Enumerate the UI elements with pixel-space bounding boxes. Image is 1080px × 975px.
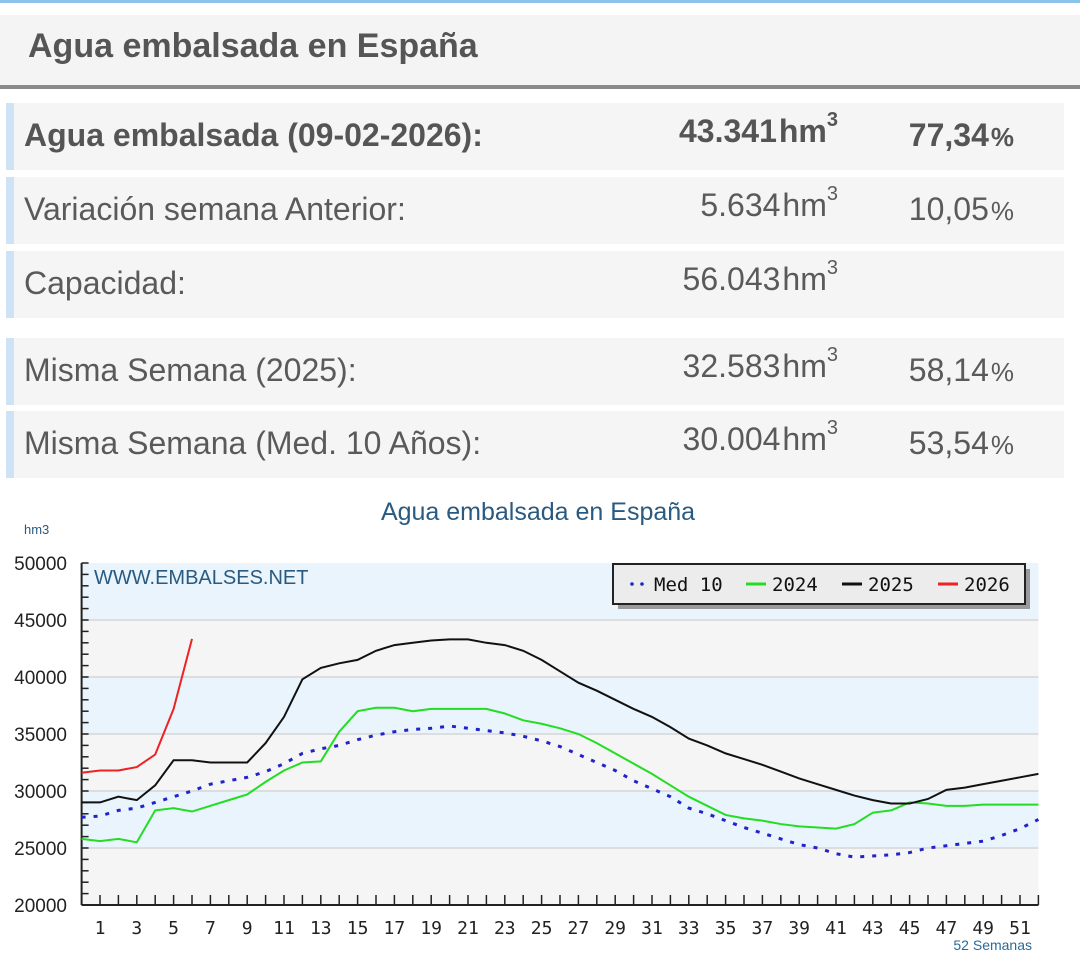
- x-tick-label: 33: [678, 918, 700, 939]
- y-axis-label: hm3: [24, 522, 49, 537]
- y-tick-label: 50000: [14, 554, 67, 575]
- x-tick-label: 17: [384, 918, 406, 939]
- x-tick-label: 23: [494, 918, 516, 939]
- x-tick-label: 43: [862, 918, 884, 939]
- x-tick-label: 49: [972, 918, 994, 939]
- row-label: Misma Semana (2025):: [24, 352, 357, 388]
- y-tick-label: 40000: [14, 668, 67, 689]
- y-tick-label: 35000: [14, 725, 67, 746]
- value-unit: hm: [782, 348, 827, 384]
- value-number: 56.043: [682, 261, 781, 297]
- summary-row: Misma Semana (2025): 32.583hm3 58,14%: [6, 338, 1064, 405]
- row-value: 5.634hm3: [700, 183, 838, 224]
- x-tick-label: 3: [131, 918, 142, 939]
- x-tick-label: 9: [242, 918, 253, 939]
- x-tick-label: 5: [168, 918, 179, 939]
- x-tick-label: 35: [715, 918, 737, 939]
- value-unit-exponent: 3: [826, 109, 838, 132]
- row-percent: 77,34%: [909, 117, 1014, 154]
- value-unit-exponent: 3: [826, 257, 838, 280]
- series-line-med-10: [81, 724, 1040, 859]
- x-tick-label: 45: [899, 918, 921, 939]
- value-unit-exponent: 3: [826, 344, 838, 367]
- summary-row: Capacidad: 56.043hm3: [6, 251, 1064, 318]
- x-tick-label: 21: [457, 918, 479, 939]
- x-tick-label: 25: [531, 918, 553, 939]
- row-percent: [1012, 265, 1014, 302]
- legend-label: Med 10: [654, 574, 723, 596]
- row-percent: 58,14%: [909, 352, 1014, 389]
- value-unit: hm: [782, 187, 827, 223]
- row-percent: 10,05%: [909, 191, 1014, 228]
- x-tick-label: 7: [205, 918, 216, 939]
- x-tick-label: 13: [310, 918, 332, 939]
- legend-swatch: [640, 582, 644, 586]
- reservoir-chart: Agua embalsada en España hm3 WWW.EMBALSES.…: [14, 498, 1040, 953]
- x-tick-label: 39: [788, 918, 810, 939]
- series-line-2025: [81, 638, 1039, 805]
- legend-swatch: [630, 582, 634, 586]
- series-line-2024: [81, 706, 1039, 844]
- row-value: 30.004hm3: [682, 417, 838, 458]
- x-tick-label: 47: [936, 918, 958, 939]
- value-unit-exponent: 3: [826, 417, 838, 440]
- summary-row: Misma Semana (Med. 10 Años): 30.004hm3 5…: [6, 411, 1064, 478]
- x-tick-label: 19: [420, 918, 442, 939]
- value-number: 32.583: [682, 348, 781, 384]
- x-tick-label: 1: [95, 918, 106, 939]
- value-unit: hm: [778, 113, 827, 149]
- value-number: 30.004: [682, 421, 781, 457]
- row-label: Capacidad:: [24, 265, 186, 301]
- percent-sign: %: [990, 196, 1014, 226]
- percent-sign: %: [990, 357, 1014, 387]
- y-tick-label: 20000: [14, 896, 67, 917]
- row-label: Misma Semana (Med. 10 Años):: [24, 425, 482, 461]
- legend-label: 2026: [964, 574, 1010, 596]
- x-tick-label: 15: [347, 918, 369, 939]
- value-number: 43.341: [679, 113, 777, 149]
- row-value: 56.043hm3: [682, 257, 838, 298]
- value-unit: hm: [782, 261, 827, 297]
- y-tick-label: 30000: [14, 782, 67, 803]
- summary-row: Agua embalsada (09-02-2026): 43.341hm3 7…: [6, 103, 1064, 170]
- y-tick-label: 25000: [14, 839, 67, 860]
- row-label: Variación semana Anterior:: [24, 191, 406, 227]
- percent-number: 58,14: [908, 352, 989, 388]
- x-axis-label: 52 Semanas: [953, 937, 1032, 953]
- percent-number: 77,34: [908, 117, 989, 153]
- legend-label: 2025: [868, 574, 914, 596]
- page-header: Agua embalsada en España: [0, 15, 1080, 89]
- chart-title: Agua embalsada en España: [381, 498, 695, 526]
- page-title: Agua embalsada en España: [28, 27, 478, 65]
- x-tick-label: 11: [273, 918, 295, 939]
- value-unit: hm: [782, 421, 827, 457]
- x-tick-label: 29: [604, 918, 626, 939]
- row-label: Agua embalsada (09-02-2026):: [24, 117, 483, 153]
- plot-band: [81, 791, 1039, 848]
- value-unit-exponent: 3: [826, 183, 838, 206]
- row-value: 32.583hm3: [682, 344, 838, 385]
- top-border: [0, 0, 1080, 3]
- percent-sign: %: [990, 122, 1014, 152]
- row-value: 43.341hm3: [679, 109, 838, 150]
- x-tick-label: 37: [752, 918, 774, 939]
- series-line-2026: [81, 638, 193, 774]
- legend-label: 2024: [772, 574, 818, 596]
- row-percent: 53,54%: [909, 425, 1014, 462]
- value-number: 5.634: [700, 187, 781, 223]
- percent-number: 53,54: [908, 425, 989, 461]
- summary-row: Variación semana Anterior: 5.634hm3 10,0…: [6, 177, 1064, 244]
- watermark: WWW.EMBALSES.NET: [94, 567, 308, 589]
- plot-band: [81, 677, 1039, 734]
- x-tick-label: 27: [568, 918, 590, 939]
- x-tick-label: 31: [641, 918, 663, 939]
- x-tick-label: 41: [825, 918, 847, 939]
- plot-band: [81, 620, 1039, 677]
- percent-sign: %: [990, 430, 1014, 460]
- x-tick-label: 51: [1009, 918, 1031, 939]
- y-tick-label: 45000: [14, 611, 67, 632]
- percent-number: 10,05: [908, 191, 989, 227]
